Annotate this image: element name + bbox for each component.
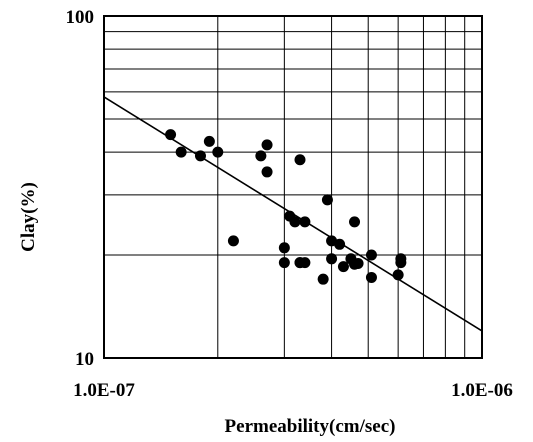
data-point [278, 242, 290, 254]
data-point [261, 166, 273, 178]
data-point [212, 146, 224, 158]
data-point [349, 216, 361, 228]
y-tick-label: 100 [66, 7, 95, 28]
data-point [352, 257, 364, 269]
data-point [165, 129, 177, 141]
data-points [165, 129, 407, 285]
data-point [175, 146, 187, 158]
data-point [299, 216, 311, 228]
data-point [392, 269, 404, 281]
grid-lines [104, 16, 482, 358]
data-point [278, 257, 290, 269]
y-tick-label: 10 [75, 349, 94, 370]
x-axis-label: Permeability(cm/sec) [225, 416, 396, 437]
data-point [261, 139, 273, 151]
data-point [317, 273, 329, 285]
data-point [365, 271, 377, 283]
x-tick-label: 1.0E-07 [73, 380, 135, 401]
data-point [365, 249, 377, 261]
y-axis-label: Clay(%) [18, 182, 39, 252]
tick-labels: 10 100 1.0E-07 1.0E-06 [66, 7, 513, 401]
data-point [334, 238, 346, 250]
data-point [321, 194, 333, 206]
data-point [227, 235, 239, 247]
data-point [395, 253, 407, 265]
plot-frame [103, 15, 483, 359]
data-point [337, 261, 349, 273]
x-tick-label: 1.0E-06 [451, 380, 513, 401]
data-point [294, 154, 306, 166]
data-point [289, 216, 301, 228]
data-point [326, 253, 338, 265]
data-point [194, 150, 206, 162]
data-point [299, 257, 311, 269]
data-point [203, 135, 215, 147]
data-point [255, 150, 267, 162]
